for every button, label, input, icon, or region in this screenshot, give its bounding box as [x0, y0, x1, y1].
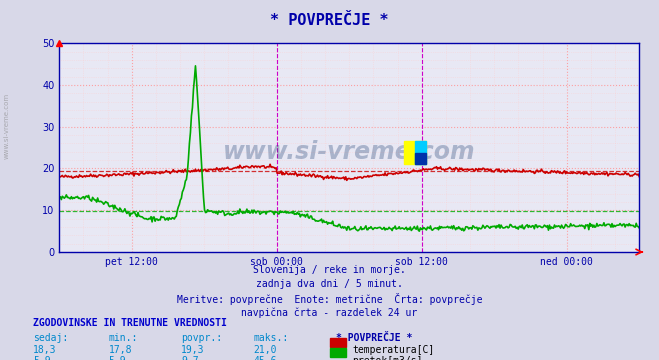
- Bar: [415, 141, 426, 164]
- Text: 18,3: 18,3: [33, 345, 57, 355]
- Bar: [415, 153, 426, 164]
- Bar: [330, 338, 346, 347]
- Text: * POVPREČJE *: * POVPREČJE *: [270, 13, 389, 28]
- Text: zadnja dva dni / 5 minut.: zadnja dva dni / 5 minut.: [256, 279, 403, 289]
- Text: min.:: min.:: [109, 333, 138, 343]
- Text: maks.:: maks.:: [254, 333, 289, 343]
- Bar: [405, 141, 426, 164]
- Text: 45,6: 45,6: [254, 356, 277, 360]
- Text: www.si-vreme.com: www.si-vreme.com: [3, 93, 9, 159]
- Text: sedaj:: sedaj:: [33, 333, 68, 343]
- Text: www.si-vreme.com: www.si-vreme.com: [223, 140, 476, 164]
- Text: pretok[m3/s]: pretok[m3/s]: [353, 356, 423, 360]
- Text: 17,8: 17,8: [109, 345, 132, 355]
- Text: Slovenija / reke in morje.: Slovenija / reke in morje.: [253, 265, 406, 275]
- Text: ZGODOVINSKE IN TRENUTNE VREDNOSTI: ZGODOVINSKE IN TRENUTNE VREDNOSTI: [33, 318, 227, 328]
- Text: temperatura[C]: temperatura[C]: [353, 345, 435, 355]
- Text: povpr.:: povpr.:: [181, 333, 222, 343]
- Text: 5,9: 5,9: [109, 356, 127, 360]
- Text: 19,3: 19,3: [181, 345, 205, 355]
- Text: 5,9: 5,9: [33, 356, 51, 360]
- Bar: [330, 348, 346, 357]
- Text: Meritve: povprečne  Enote: metrične  Črta: povprečje: Meritve: povprečne Enote: metrične Črta:…: [177, 293, 482, 305]
- Text: 21,0: 21,0: [254, 345, 277, 355]
- Text: 9,7: 9,7: [181, 356, 199, 360]
- Text: navpična črta - razdelek 24 ur: navpična črta - razdelek 24 ur: [241, 308, 418, 318]
- Text: * POVPREČJE *: * POVPREČJE *: [336, 333, 413, 343]
